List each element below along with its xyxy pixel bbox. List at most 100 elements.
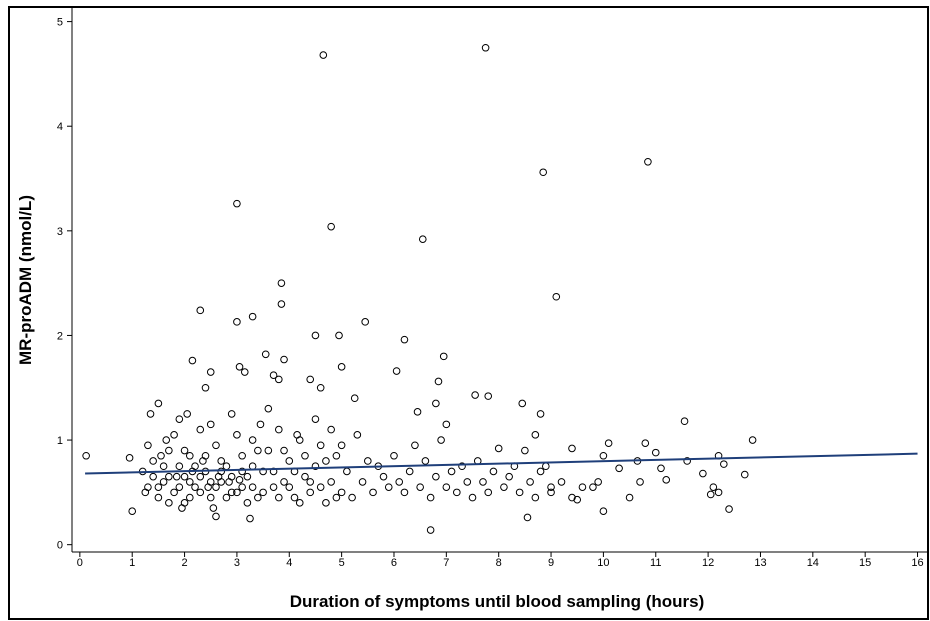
point [149, 457, 157, 465]
x-tick-label: 12 [702, 557, 714, 569]
point [204, 483, 212, 491]
point [392, 367, 401, 375]
point [275, 493, 283, 502]
point [432, 399, 440, 408]
point [235, 363, 244, 371]
point [432, 472, 440, 481]
point [128, 507, 137, 516]
point [573, 495, 582, 504]
x-tick-label: 14 [807, 557, 819, 569]
point [453, 488, 461, 497]
frame [8, 6, 929, 620]
point [261, 350, 270, 359]
point [277, 300, 286, 308]
point [316, 483, 325, 491]
point [311, 462, 320, 471]
point [225, 478, 233, 486]
point [547, 483, 555, 491]
point [599, 451, 608, 460]
x-tick-label: 9 [548, 557, 554, 569]
point [720, 460, 728, 468]
point [426, 526, 435, 534]
point [411, 441, 419, 450]
y-tick-label: 0 [57, 540, 63, 552]
point [542, 462, 550, 471]
point [536, 467, 545, 476]
point [494, 444, 503, 453]
point [233, 431, 241, 439]
y-tick-label: 1 [57, 435, 63, 447]
point [149, 472, 157, 481]
point [206, 368, 215, 376]
point [254, 493, 262, 502]
point [683, 457, 691, 465]
point [269, 371, 278, 380]
point [243, 472, 252, 481]
point [82, 451, 90, 460]
point [421, 457, 430, 465]
point [468, 493, 477, 502]
point [306, 375, 315, 384]
point [222, 493, 231, 502]
point [175, 462, 184, 471]
point [256, 420, 265, 429]
point [165, 446, 173, 455]
point [280, 355, 288, 364]
point [293, 431, 301, 439]
point [191, 483, 199, 491]
point [725, 505, 733, 513]
point [568, 493, 576, 502]
point [301, 451, 309, 460]
point [589, 483, 597, 491]
y-tick-label: 3 [57, 226, 63, 238]
point [557, 478, 566, 486]
point [233, 199, 241, 208]
point [416, 483, 424, 491]
point [458, 462, 466, 471]
point [188, 356, 197, 365]
point [290, 493, 299, 502]
point [233, 488, 241, 497]
point [175, 483, 184, 491]
x-tick-label: 15 [859, 557, 871, 569]
point [651, 448, 660, 457]
point [505, 472, 513, 481]
point [442, 420, 451, 429]
point [165, 499, 173, 507]
point [680, 417, 689, 426]
point [144, 441, 152, 450]
point [222, 462, 231, 471]
point [748, 436, 757, 444]
point [521, 446, 529, 455]
point [238, 467, 246, 476]
x-tick-label: 8 [496, 557, 502, 569]
point [484, 488, 493, 497]
point [178, 504, 186, 512]
point [395, 478, 404, 486]
point [125, 454, 134, 462]
point [243, 499, 252, 507]
point [625, 493, 634, 502]
point [439, 352, 448, 361]
point [295, 499, 304, 507]
point [175, 415, 184, 423]
point [209, 504, 218, 512]
point [227, 488, 236, 497]
x-tick-label: 3 [234, 557, 240, 569]
point [489, 467, 498, 476]
point [322, 499, 330, 507]
point [400, 488, 409, 497]
point [212, 441, 220, 450]
point [447, 467, 456, 476]
point [327, 478, 335, 486]
point [644, 157, 652, 166]
x-tick-label: 13 [754, 557, 766, 569]
point [316, 383, 325, 392]
point [332, 451, 341, 460]
point [280, 478, 288, 486]
x-tick-label: 1 [129, 557, 135, 569]
point [740, 470, 749, 479]
point [599, 507, 608, 516]
point [350, 394, 359, 403]
point [238, 451, 246, 460]
